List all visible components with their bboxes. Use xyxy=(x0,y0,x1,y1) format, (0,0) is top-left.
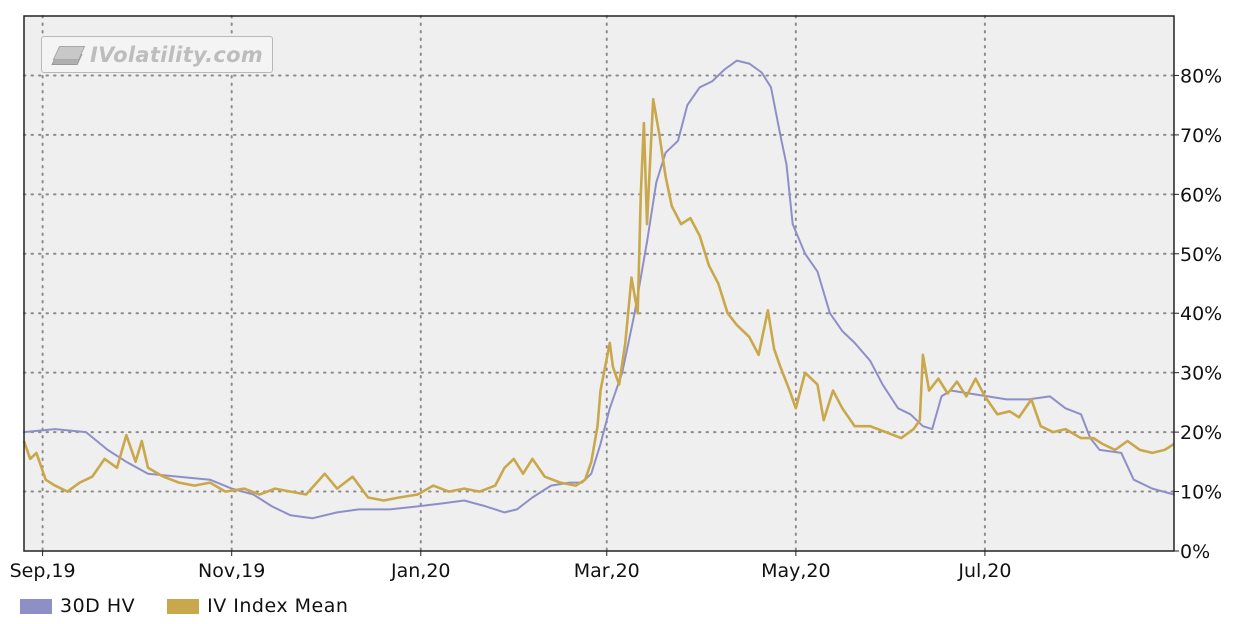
grid xyxy=(23,15,1175,552)
x-tick-label: Jan,20 xyxy=(390,560,451,582)
y-tick-label: 50% xyxy=(1180,244,1222,266)
y-tick-label: 20% xyxy=(1180,422,1222,444)
legend-label-iv: IV Index Mean xyxy=(207,595,349,617)
y-tick-label: 30% xyxy=(1180,363,1222,385)
y-tick-label: 40% xyxy=(1180,303,1222,325)
x-tick-label: Nov,19 xyxy=(198,560,265,582)
plot-background xyxy=(24,16,1174,551)
legend-label-hv: 30D HV xyxy=(60,595,136,617)
y-tick-label: 80% xyxy=(1180,65,1222,87)
legend-swatch-iv xyxy=(167,598,200,614)
y-axis: 0% 10% 20% 30% 40% 50% 60% 70% 80% xyxy=(1174,65,1222,563)
legend-item-hv: 30D HV xyxy=(20,595,135,617)
x-tick-label: May,20 xyxy=(761,560,831,582)
y-tick-label: 70% xyxy=(1180,125,1222,147)
x-tick-label: Jul,20 xyxy=(957,560,1011,582)
y-tick-label: 10% xyxy=(1180,482,1222,504)
y-tick-label: 0% xyxy=(1180,541,1210,563)
x-tick-label: Mar,20 xyxy=(574,560,640,582)
legend-swatch-hv xyxy=(20,598,52,614)
series-line-30d-hv xyxy=(23,59,1175,520)
legend-item-iv: IV Index Mean xyxy=(167,595,348,617)
plot-frame xyxy=(23,15,1175,552)
x-tick-label: Sep,19 xyxy=(10,560,76,582)
y-tick-label: 60% xyxy=(1180,184,1222,206)
logo-cube-icon xyxy=(51,45,86,65)
logo-text: IVolatility.com xyxy=(90,42,264,67)
legend: 30D HV IV Index Mean xyxy=(20,592,380,620)
x-axis: Sep,19 Nov,19 Jan,20 Mar,20 May,20 Jul,20 xyxy=(10,551,1011,582)
series-lines xyxy=(22,59,1175,520)
series-line-iv-index-mean xyxy=(22,97,1175,502)
ivolatility-logo: IVolatility.com xyxy=(41,36,273,73)
